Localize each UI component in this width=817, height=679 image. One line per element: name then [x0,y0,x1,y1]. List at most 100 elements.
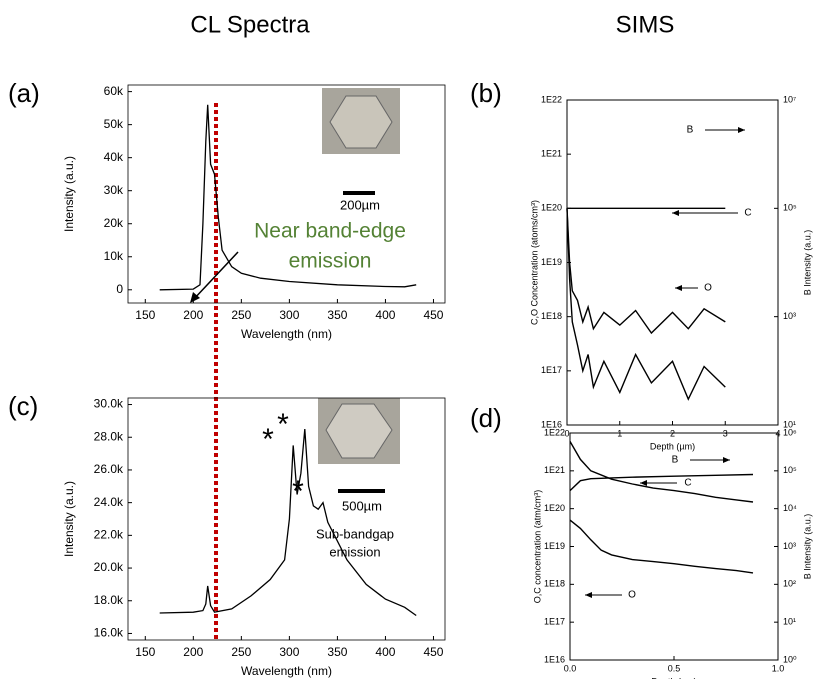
arrow-head [640,480,647,486]
annotation: * [292,475,304,508]
y2-tick-label: 10¹ [783,419,796,429]
data-line [159,104,417,291]
y-tick-label: 1E16 [544,654,565,664]
series-label: B [672,455,679,466]
annotation: 500µm [342,498,382,513]
y2-tick-label: 10³ [783,311,796,321]
y-tick-label: 1E19 [541,257,562,267]
y-axis-label: Intensity (a.u.) [62,481,76,557]
x-tick-label: 150 [135,308,155,322]
plot-frame [127,397,446,641]
panel-label: (b) [470,78,502,108]
annotation: emission [289,250,372,273]
y-tick-label: 16.0k [94,626,124,640]
annotation: Sub-bandgap [316,526,394,541]
panel-label: (a) [8,78,40,108]
y-tick-label: 1E17 [541,365,562,375]
y2-tick-label: 10¹ [783,617,796,627]
y2-tick-label: 10⁵ [783,465,797,475]
x-axis-label: Wavelength (nm) [241,664,332,678]
x-tick-label: 200 [183,645,203,659]
y-tick-label: 20k [104,216,124,230]
crystal [329,95,393,149]
y2-axis-label: B Intensity (a.u.) [802,230,812,296]
x-tick-label: 200 [183,308,203,322]
x-tick-label: 450 [423,645,443,659]
y-tick-label: 1E21 [541,149,562,159]
y-axis-label: O,C concentration (atm/cm³) [532,490,542,604]
panel-label: (d) [470,403,502,433]
y-tick-label: 40k [104,150,124,164]
x-tick-label: 350 [327,308,347,322]
y-tick-label: 1E20 [541,203,562,213]
x-tick-label: 400 [375,308,395,322]
annotation: * [262,423,274,456]
y-tick-label: 30.0k [94,397,124,411]
y-tick-label: 1E16 [541,419,562,429]
x-axis-label: Depth (µm) [651,676,696,679]
series-label: C [684,478,691,489]
arrow-head [675,285,682,291]
x-tick-label: 250 [231,308,251,322]
series-label: C [744,208,751,219]
y2-tick-label: 10⁷ [783,94,796,104]
arrow-head [672,210,679,216]
y-tick-label: 0 [116,282,123,296]
y2-tick-label: 10² [783,579,796,589]
arrow-head [585,592,592,598]
y2-axis-label: B Intensity (a.u.) [802,514,812,580]
data-line [566,208,726,335]
x-tick-label: 300 [279,645,299,659]
y2-tick-label: 10⁶ [783,427,797,437]
x-tick-label: 0 [564,428,569,438]
series-label: O [628,590,636,601]
x-tick-label: 250 [231,645,251,659]
x-tick-label: 150 [135,645,155,659]
arrow-head [723,457,730,463]
plot-frame [569,432,779,661]
arrow-head [738,127,745,133]
x-tick-label: 300 [279,308,299,322]
data-line [569,441,754,503]
annotation: 200µm [340,197,380,212]
y-tick-label: 26.0k [94,462,124,476]
data-line [569,519,754,574]
y-tick-label: 28.0k [94,429,124,443]
x-tick-label: 350 [327,645,347,659]
y-tick-label: 24.0k [94,495,124,509]
data-line [566,208,726,401]
y-tick-label: 30k [104,183,124,197]
plot-frame [127,84,446,304]
crystal [325,403,393,459]
heading: SIMS [616,11,675,38]
y-tick-label: 18.0k [94,593,124,607]
arrow [192,251,239,301]
y-tick-label: 1E18 [541,311,562,321]
annotation: Near band-edge [254,220,406,243]
x-tick-label: 1.0 [772,663,785,673]
x-tick-label: 0.0 [564,663,577,673]
x-tick-label: 400 [375,645,395,659]
series-label: B [687,125,694,136]
annotation: emission [329,544,380,559]
x-axis-label: Depth (µm) [650,441,695,451]
y-axis-label: Intensity (a.u.) [62,156,76,232]
x-tick-label: 0.5 [668,663,681,673]
y-tick-label: 1E19 [544,541,565,551]
y-tick-label: 1E22 [541,94,562,104]
y-tick-label: 1E20 [544,503,565,513]
series-label: O [704,283,712,294]
y-tick-label: 20.0k [94,560,124,574]
y-tick-label: 1E21 [544,465,565,475]
plot-frame [566,99,779,426]
y-tick-label: 1E17 [544,617,565,627]
x-axis-label: Wavelength (nm) [241,327,332,341]
y-tick-label: 60k [104,84,124,98]
y2-tick-label: 10⁰ [783,654,797,664]
annotation: * [277,408,289,441]
y2-tick-label: 10⁴ [783,503,797,513]
y-tick-label: 22.0k [94,528,124,542]
data-line [569,473,754,492]
heading: CL Spectra [190,11,310,38]
